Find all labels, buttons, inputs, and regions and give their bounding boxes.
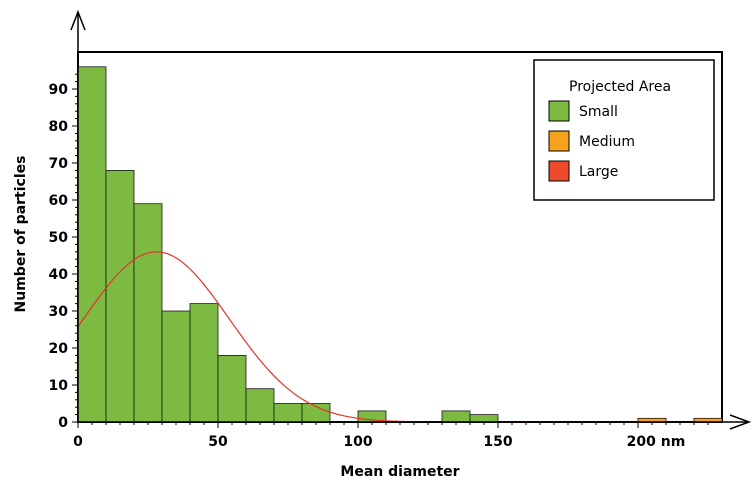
bar-small-10	[105, 169, 135, 423]
y-tick-label: 40	[49, 267, 69, 283]
legend-label-small: Small	[579, 104, 618, 120]
y-tick-label: 0	[58, 415, 68, 431]
x-tick-label: 200 nm	[627, 434, 686, 450]
bar-small-0	[77, 66, 107, 423]
y-tick-label: 20	[49, 341, 69, 357]
y-tick-label: 10	[49, 378, 69, 394]
bar-small-20	[133, 203, 163, 423]
legend-label-medium: Medium	[579, 134, 635, 150]
x-axis-title: Mean diameter	[340, 464, 459, 480]
x-tick-label: 150	[483, 434, 512, 450]
legend-title: Projected Area	[569, 79, 671, 95]
legend: Projected Area Small Medium Large	[533, 59, 715, 201]
bar-small-140	[469, 414, 499, 423]
y-tick-label: 60	[49, 193, 69, 209]
x-axis-arrow	[729, 414, 752, 430]
legend-swatch-small	[548, 100, 570, 122]
y-axis-arrow	[70, 9, 86, 31]
bar-small-70	[273, 403, 303, 423]
tick-labels: 0 10 20 30 40 50 60 70 80 90 0 50 100 150 200 nm	[49, 82, 686, 450]
legend-swatch-large	[548, 160, 570, 182]
axes	[70, 9, 752, 430]
bar-small-130	[441, 410, 471, 423]
x-tick-label: 50	[208, 434, 228, 450]
y-tick-label: 30	[49, 304, 69, 320]
x-tick-label: 0	[73, 434, 83, 450]
y-tick-label: 70	[49, 156, 69, 172]
y-tick-label: 80	[49, 119, 69, 135]
bar-small-40	[189, 303, 219, 423]
histogram-bars	[77, 66, 723, 423]
bar-small-30	[161, 310, 191, 423]
y-axis-title: Number of particles	[13, 156, 29, 313]
y-tick-label: 50	[49, 230, 69, 246]
bar-small-60	[245, 388, 275, 423]
bar-small-50	[217, 354, 247, 423]
legend-label-large: Large	[579, 164, 618, 180]
legend-swatch-medium	[548, 130, 570, 152]
legend-entries: Small Medium Large	[548, 100, 635, 182]
x-tick-label: 100	[343, 434, 372, 450]
y-tick-label: 90	[49, 82, 69, 98]
